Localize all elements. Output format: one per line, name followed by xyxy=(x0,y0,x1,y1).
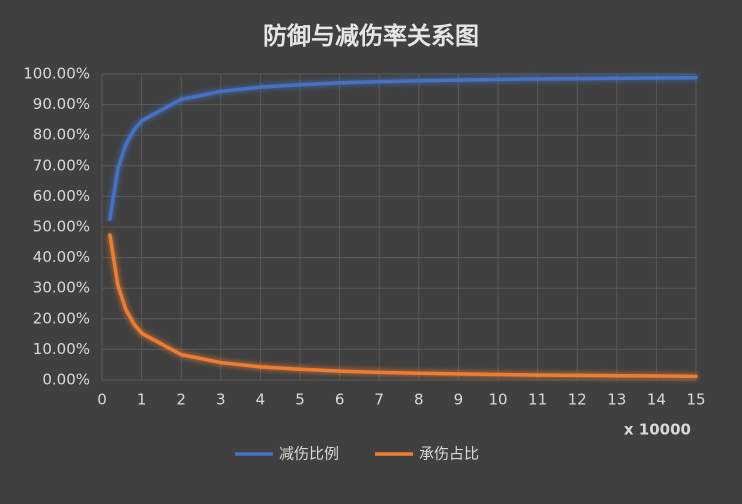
legend-label: 承伤占比 xyxy=(419,445,479,463)
x-tick-label: 11 xyxy=(528,391,547,409)
x-tick-label: 13 xyxy=(607,391,626,409)
y-tick-label: 10.00% xyxy=(33,340,90,358)
y-tick-label: 20.00% xyxy=(33,309,90,327)
x-axis-label: x 10000 xyxy=(624,421,691,439)
y-tick-label: 40.00% xyxy=(33,248,90,266)
line-series xyxy=(108,233,698,379)
line-series xyxy=(108,75,698,221)
y-tick-label: 80.00% xyxy=(33,126,90,144)
x-tick-label: 1 xyxy=(137,391,147,409)
x-tick-label: 12 xyxy=(568,391,587,409)
y-tick-label: 0.00% xyxy=(42,371,90,389)
x-tick-label: 5 xyxy=(295,391,305,409)
x-tick-label: 3 xyxy=(216,391,226,409)
y-tick-label: 60.00% xyxy=(33,187,90,205)
y-tick-label: 50.00% xyxy=(33,218,90,236)
x-tick-label: 0 xyxy=(97,391,107,409)
y-tick-label: 70.00% xyxy=(33,156,90,174)
x-tick-label: 10 xyxy=(488,391,507,409)
x-tick-label: 6 xyxy=(335,391,345,409)
x-tick-label: 15 xyxy=(686,391,705,409)
y-tick-label: 100.00% xyxy=(23,65,90,83)
x-tick-label: 4 xyxy=(256,391,266,409)
x-tick-label: 9 xyxy=(454,391,464,409)
x-tick-label: 2 xyxy=(176,391,186,409)
x-tick-label: 7 xyxy=(374,391,384,409)
y-tick-label: 90.00% xyxy=(33,95,90,113)
x-tick-label: 8 xyxy=(414,391,424,409)
legend-label: 减伤比例 xyxy=(279,445,339,463)
y-tick-label: 30.00% xyxy=(33,279,90,297)
x-tick-label: 14 xyxy=(647,391,666,409)
chart-title: 防御与减伤率关系图 xyxy=(263,22,479,50)
